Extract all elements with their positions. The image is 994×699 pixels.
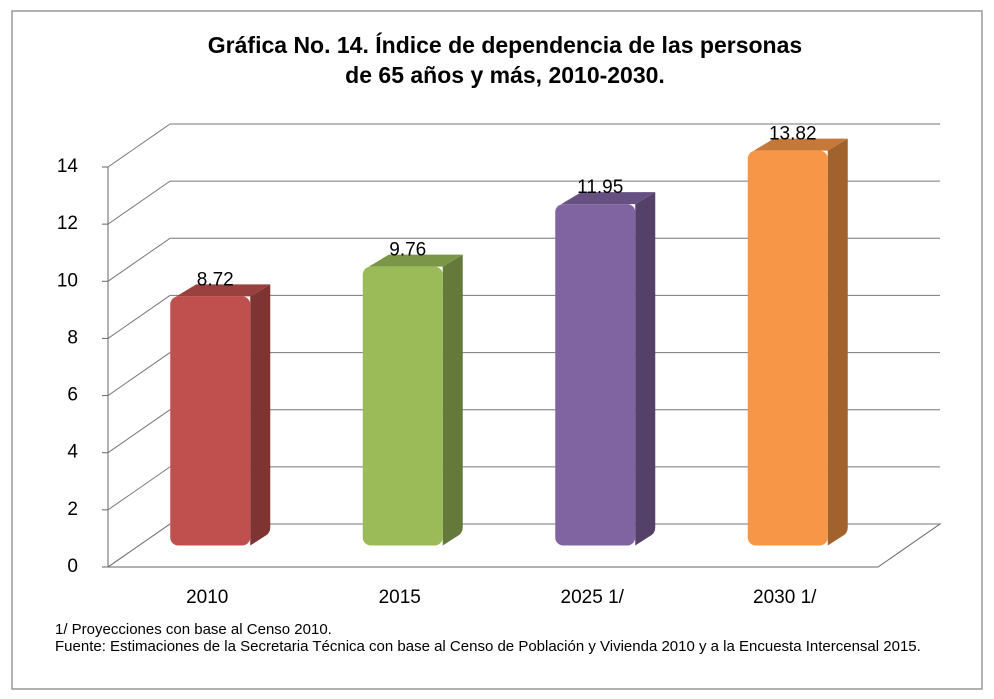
chart-title: de 65 años y más, 2010-2030.: [345, 62, 665, 88]
grid-line: [107, 409, 171, 454]
bar-side: [250, 284, 271, 546]
y-tick-label: 2: [67, 499, 78, 520]
x-tick-label: 2025 1/: [561, 587, 625, 608]
bar: [747, 138, 848, 546]
bar-front: [555, 204, 636, 546]
bar-front: [170, 296, 251, 546]
value-label: 11.95: [577, 177, 623, 198]
y-tick-label: 10: [57, 270, 78, 291]
notes: 1/ Proyecciones con base al Censo 2010. F…: [55, 621, 980, 655]
grid-line: [107, 295, 171, 339]
note: 1/ Proyecciones con base al Censo 2010.: [55, 621, 332, 638]
bar: [170, 284, 271, 546]
x-tick-label: 2015: [379, 587, 421, 608]
bar-top: [176, 284, 271, 297]
bar-top: [753, 138, 848, 151]
chart-title: Gráfica No. 14. Índice de dependencia de…: [208, 31, 802, 58]
grid-line: [107, 466, 171, 511]
x-tick-label: 2010: [186, 587, 228, 608]
note: Fuente: Estimaciones de la Secretaria Té…: [55, 638, 921, 655]
bar-front: [747, 150, 828, 546]
x-tick-label: 2030 1/: [753, 587, 817, 608]
bar-side: [442, 254, 463, 546]
grid-line: [107, 180, 171, 225]
bar: [362, 254, 463, 546]
grid-line: [107, 237, 171, 282]
bar-side: [827, 138, 848, 546]
bar-front: [362, 266, 443, 546]
bar-side: [635, 192, 656, 546]
bar-top: [368, 254, 463, 267]
y-tick-label: 8: [67, 327, 78, 348]
y-tick-label: 4: [67, 442, 78, 463]
y-tick-label: 0: [67, 556, 78, 577]
y-tick-label: 14: [57, 156, 79, 177]
bar: [555, 192, 656, 546]
value-label: 9.76: [389, 240, 426, 261]
y-tick-label: 6: [67, 385, 78, 406]
grid-line: [107, 352, 171, 396]
y-tick-label: 12: [57, 213, 78, 234]
value-label: 8.72: [197, 269, 234, 290]
value-label: 13.82: [769, 124, 817, 145]
grid-line: [107, 523, 171, 568]
grid-line: [107, 123, 171, 168]
bar-top: [561, 192, 656, 205]
